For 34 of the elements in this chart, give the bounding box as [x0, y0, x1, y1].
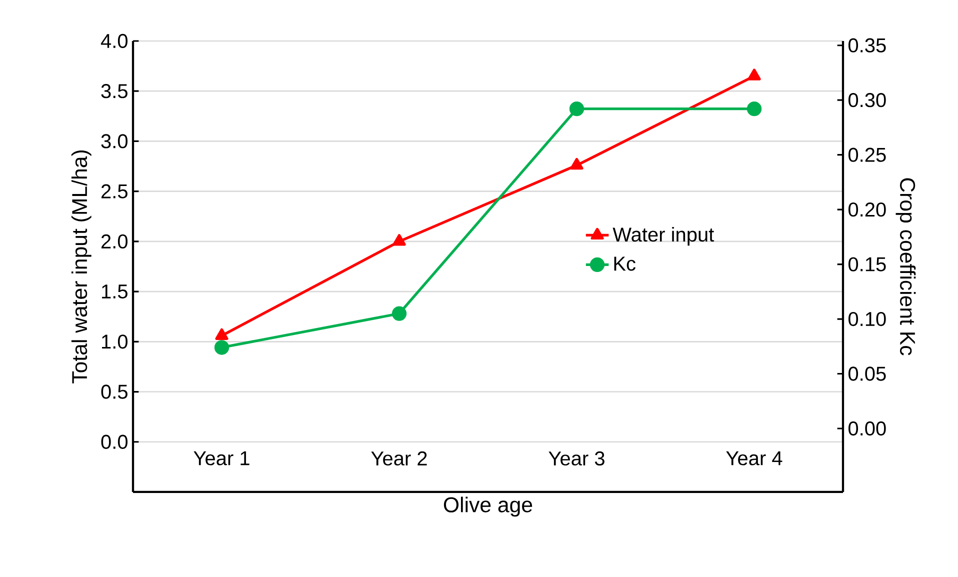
y-tick-label: 2.0 — [101, 234, 128, 249]
y-tick-label: 1.5 — [102, 284, 128, 299]
y-tick-label: 3.0 — [101, 134, 128, 148]
x-tick-label: Year 3 — [548, 451, 604, 466]
y2-tick-label: 0.35 — [848, 38, 886, 52]
y2-tick-label: 0.25 — [848, 148, 886, 162]
point — [746, 102, 762, 116]
y-tick-label: 4.0 — [100, 34, 128, 48]
y2-tick-label: 0.30 — [848, 93, 886, 108]
y-tick-label: 0.0 — [101, 434, 128, 449]
y-tick-label: 0.5 — [101, 384, 128, 399]
y2-tick-label: 0.20 — [848, 202, 886, 217]
y-tick-label: 2.5 — [101, 184, 128, 198]
y-tick-label: 3.5 — [101, 84, 128, 98]
y2-tick-label: 0.00 — [848, 421, 886, 436]
legend-label: Water input — [612, 226, 714, 246]
point — [392, 306, 407, 321]
y2-tick-label: 0.05 — [848, 366, 886, 381]
point — [570, 158, 584, 170]
x-tick-label: Year 4 — [726, 451, 782, 466]
point — [215, 328, 228, 340]
y2-axis-title: Crop coefficient Kc — [896, 178, 916, 356]
point — [392, 234, 406, 246]
point — [214, 340, 230, 355]
y2-tick-label: 0.15 — [848, 257, 886, 272]
legend-label: Kc — [614, 256, 636, 271]
y-axis-title: Total water input (ML/ha) — [71, 150, 92, 384]
point — [748, 68, 761, 80]
x-tick-label: Year 2 — [371, 451, 427, 466]
y2-tick-label: 0.10 — [848, 312, 886, 326]
point — [569, 102, 584, 116]
x-tick-label: Year 1 — [194, 451, 250, 466]
x-axis-title: Olive age — [444, 496, 532, 517]
y-tick-label: 1.0 — [102, 334, 128, 349]
